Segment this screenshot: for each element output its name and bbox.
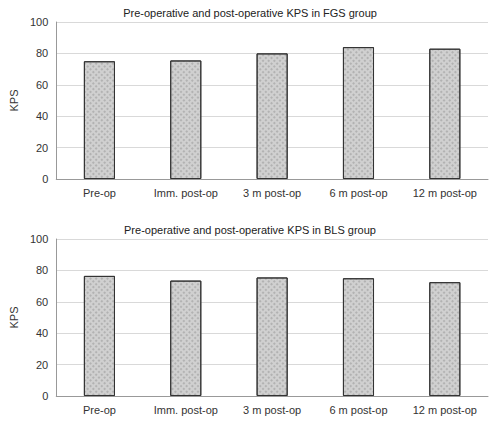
svg-text:0: 0 (42, 173, 48, 185)
svg-text:Imm. post-op: Imm. post-op (154, 187, 218, 199)
svg-text:3 m post-op: 3 m post-op (243, 187, 301, 199)
svg-text:12 m post-op: 12 m post-op (413, 187, 477, 199)
svg-text:60: 60 (36, 296, 48, 308)
svg-text:KPS: KPS (8, 89, 20, 111)
svg-text:80: 80 (36, 47, 48, 59)
svg-text:0: 0 (42, 390, 48, 402)
svg-text:60: 60 (36, 79, 48, 91)
svg-text:80: 80 (36, 264, 48, 276)
svg-text:6 m post-op: 6 m post-op (329, 404, 387, 416)
svg-text:40: 40 (36, 327, 48, 339)
svg-text:Imm. post-op: Imm. post-op (154, 404, 218, 416)
svg-text:12 m post-op: 12 m post-op (413, 404, 477, 416)
svg-text:Pre-operative and post-operati: Pre-operative and post-operative KPS in … (123, 7, 377, 19)
svg-text:Pre-op: Pre-op (83, 187, 116, 199)
svg-text:20: 20 (36, 142, 48, 154)
svg-text:40: 40 (36, 110, 48, 122)
svg-text:Pre-operative and post-operati: Pre-operative and post-operative KPS in … (124, 224, 376, 236)
svg-text:20: 20 (36, 359, 48, 371)
svg-text:100: 100 (30, 16, 48, 28)
svg-text:Pre-op: Pre-op (83, 404, 116, 416)
svg-text:100: 100 (30, 233, 48, 245)
svg-text:3 m post-op: 3 m post-op (243, 404, 301, 416)
svg-text:6 m post-op: 6 m post-op (329, 187, 387, 199)
svg-text:KPS: KPS (8, 306, 20, 328)
